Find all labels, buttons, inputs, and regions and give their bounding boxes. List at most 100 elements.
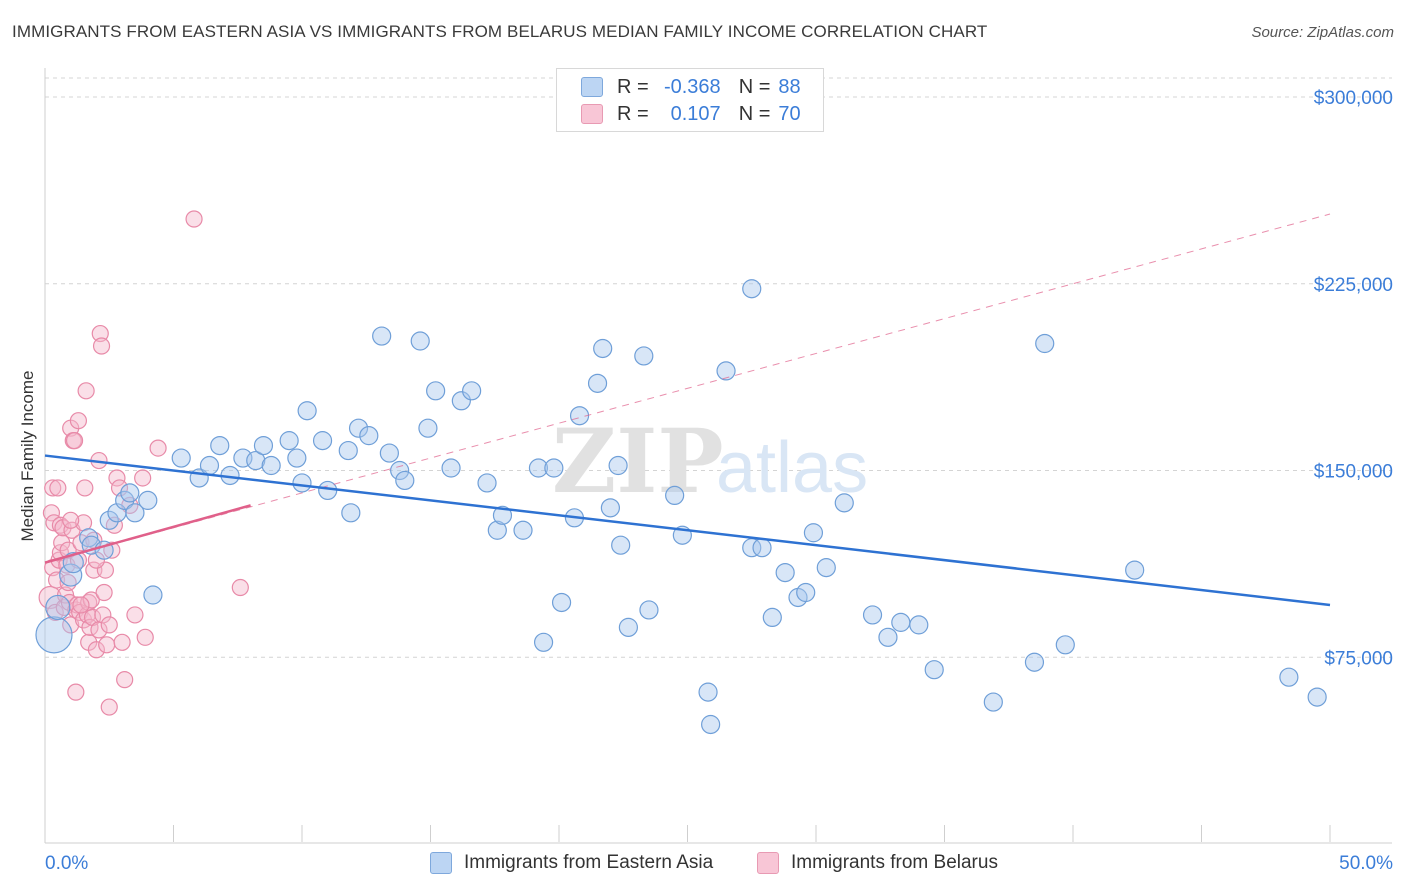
data-point-eastern-asia [62,552,84,574]
data-point-eastern-asia [639,600,659,620]
data-point-eastern-asia [379,443,399,463]
data-point-eastern-asia [297,401,317,421]
data-point-eastern-asia [138,490,158,510]
data-point-eastern-asia [441,458,461,478]
data-point-eastern-asia [410,331,430,351]
data-point-eastern-asia [742,279,762,299]
data-point-belarus [98,636,116,654]
x-tick-label: 0.0% [45,853,88,874]
data-point-eastern-asia [983,692,1003,712]
data-point-belarus [77,382,95,400]
series-belarus-points [38,210,249,716]
data-point-eastern-asia [587,373,608,393]
data-point-eastern-asia [45,594,71,621]
legend-swatch-blue [581,77,603,97]
data-point-eastern-asia [698,682,718,702]
data-point-eastern-asia [292,473,312,493]
correlation-legend: R = -0.368 N = 88 R = 0.107 N = 70 [556,68,824,132]
y-tick-label: $225,000 [1314,275,1393,296]
data-point-belarus [91,324,109,343]
y-tick-label: $150,000 [1314,462,1393,483]
watermark-zip: ZIP [552,409,724,513]
data-point-eastern-asia [477,473,497,493]
data-point-eastern-asia [762,607,782,628]
data-point-eastern-asia [593,338,613,359]
chart-title: IMMIGRANTS FROM EASTERN ASIA VS IMMIGRAN… [12,22,988,41]
data-point-eastern-asia [891,612,911,632]
series-eastern-asia-points [35,279,1327,735]
data-point-eastern-asia [120,483,140,503]
data-point-eastern-asia [372,326,392,346]
data-point-eastern-asia [1307,687,1327,707]
data-point-belarus [231,578,249,597]
data-point-eastern-asia [99,510,119,530]
legend-n-value: 88 [778,75,801,98]
data-point-eastern-asia [752,538,772,558]
data-point-eastern-asia [533,632,554,652]
data-point-eastern-asia [909,615,929,635]
data-point-eastern-asia [803,523,824,543]
data-point-eastern-asia [359,426,379,446]
series-legend: Immigrants from Eastern Asia Immigrants … [0,852,1406,878]
data-point-eastern-asia [1055,635,1075,655]
data-point-eastern-asia [834,493,854,513]
data-point-belarus [100,616,118,634]
y-tick-label: $75,000 [1324,648,1393,669]
legend-r-value: 0.107 [670,102,721,125]
data-point-eastern-asia [551,592,572,613]
data-point-eastern-asia [287,448,307,468]
data-point-eastern-asia [279,431,299,451]
data-point-eastern-asia [451,391,471,411]
trend-line-eastern-asia [44,454,1331,607]
data-point-eastern-asia [418,418,438,438]
data-point-belarus [62,616,80,634]
data-point-eastern-asia [390,460,410,481]
data-point-eastern-asia [634,346,654,366]
legend-label-eastern-asia: Immigrants from Eastern Asia [464,852,714,873]
watermark: ZIP atlas [552,409,868,513]
data-point-eastern-asia [199,455,220,476]
data-point-belarus [116,671,134,689]
legend-swatch-pink [757,852,779,874]
data-point-eastern-asia [600,498,621,518]
trend-line-belarus [44,504,251,564]
data-point-eastern-asia [246,450,266,471]
legend-n-label: N = [738,75,771,98]
data-point-eastern-asia [716,361,736,381]
data-point-belarus [49,479,67,497]
data-point-belarus [62,511,80,529]
axes [44,68,1392,844]
watermark-atlas: atlas [716,428,868,508]
data-point-eastern-asia [253,436,274,456]
legend-item-belarus[interactable]: Immigrants from Belarus [757,852,998,874]
data-point-belarus [67,683,85,701]
data-point-eastern-asia [210,436,230,456]
trend-line-belarus-extended [44,213,1331,564]
data-point-eastern-asia [513,520,533,540]
data-point-belarus [44,479,62,497]
data-point-belarus [65,432,84,450]
data-point-eastern-asia [338,440,358,461]
data-point-eastern-asia [35,616,73,654]
data-point-belarus [92,337,111,355]
data-point-belarus [126,606,144,624]
data-point-eastern-asia [492,505,513,525]
data-point-belarus [82,591,100,609]
legend-row-belarus: R = 0.107 N = 70 [581,100,801,128]
legend-swatch-blue [430,852,452,874]
legend-label-belarus: Immigrants from Belarus [791,852,998,873]
data-point-belarus [100,698,118,716]
data-point-belarus [94,606,112,624]
x-tick-labels: 0.0% 50.0% [45,853,1393,874]
data-point-belarus [113,633,131,651]
data-point-eastern-asia [665,485,685,505]
data-point-belarus [69,412,88,430]
data-point-belarus [136,628,154,646]
legend-item-eastern-asia[interactable]: Immigrants from Eastern Asia [430,852,713,874]
data-point-eastern-asia [341,503,361,523]
data-point-eastern-asia [426,381,446,401]
data-point-eastern-asia [312,431,333,451]
data-point-belarus [185,210,203,228]
data-point-eastern-asia [924,660,944,680]
y-tick-label: $300,000 [1314,88,1393,109]
